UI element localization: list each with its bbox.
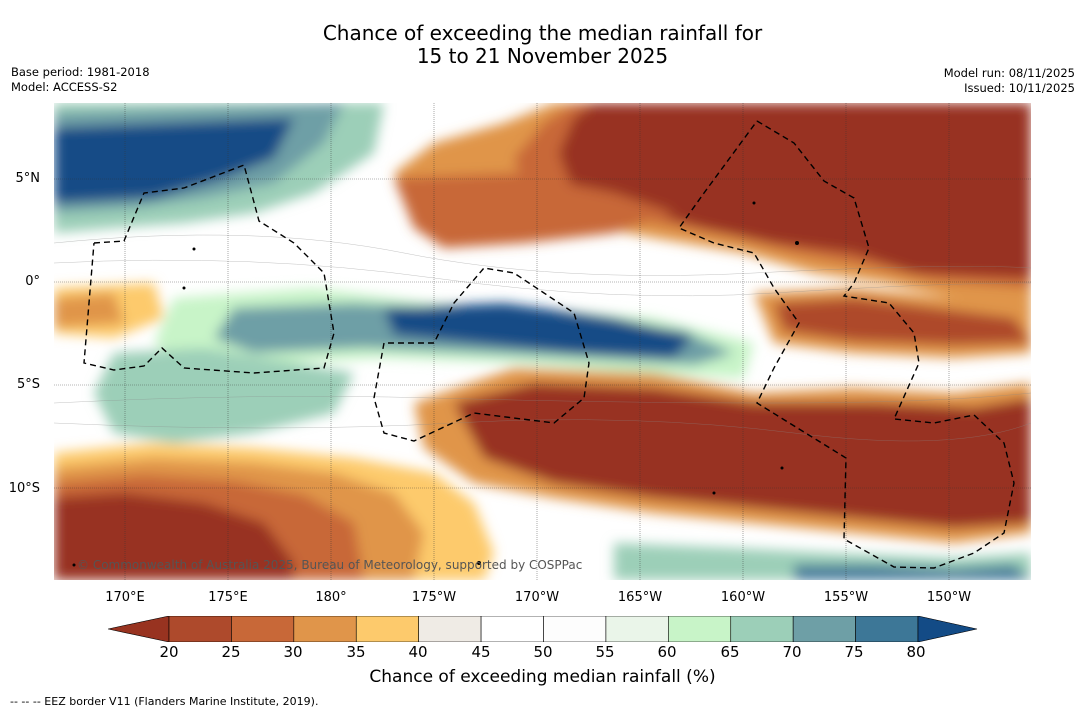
colorbar-cell bbox=[543, 616, 607, 642]
lat-label-0: 0° bbox=[25, 274, 40, 289]
colorbar-tick-65: 65 bbox=[720, 643, 740, 661]
colorbar-cells bbox=[168, 616, 919, 642]
colorbar-cell bbox=[668, 616, 732, 642]
eez-footnote: -- -- -- EEZ border V11 (Flanders Marine… bbox=[10, 695, 319, 708]
colorbar-high-extend bbox=[917, 616, 978, 642]
colorbar-tick-30: 30 bbox=[283, 643, 303, 661]
chart-title: Chance of exceeding the median rainfall … bbox=[0, 22, 1085, 68]
graticule bbox=[54, 103, 1031, 580]
colorbar-low-extend bbox=[108, 616, 170, 642]
lon-label-170w: 170°W bbox=[514, 590, 560, 605]
lon-label-180: 180° bbox=[315, 590, 347, 605]
lon-label-150w: 150°W bbox=[926, 590, 972, 605]
lon-label-155w: 155°W bbox=[823, 590, 869, 605]
colorbar-cell bbox=[855, 616, 919, 642]
title-line-2: 15 to 21 November 2025 bbox=[416, 44, 669, 68]
lat-label-10s: 10°S bbox=[8, 481, 40, 496]
lat-label-5n: 5°N bbox=[15, 171, 41, 186]
title-line-1: Chance of exceeding the median rainfall … bbox=[322, 21, 763, 45]
colorbar-tick-60: 60 bbox=[657, 643, 677, 661]
colorbar-cell bbox=[293, 616, 357, 642]
colorbar-tick-80: 80 bbox=[906, 643, 926, 661]
meta-left: Base period: 1981-2018 Model: ACCESS-S2 bbox=[11, 65, 150, 94]
colorbar-cell bbox=[418, 616, 482, 642]
lon-label-165w: 165°W bbox=[617, 590, 663, 605]
colorbar-cell bbox=[605, 616, 669, 642]
colorbar-cell bbox=[231, 616, 295, 642]
lon-label-170e: 170°E bbox=[105, 590, 145, 605]
colorbar-cell bbox=[168, 616, 232, 642]
colorbar-tick-20: 20 bbox=[159, 643, 179, 661]
colorbar-tick-25: 25 bbox=[221, 643, 241, 661]
colorbar-tick-40: 40 bbox=[408, 643, 428, 661]
contour-lines bbox=[54, 234, 1031, 442]
model-name: Model: ACCESS-S2 bbox=[11, 79, 118, 94]
base-period: Base period: 1981-2018 bbox=[11, 65, 150, 79]
rainfall-field bbox=[54, 103, 1031, 580]
meta-right: Model run: 08/11/2025 Issued: 10/11/2025 bbox=[944, 66, 1075, 95]
colorbar-cell bbox=[480, 616, 544, 642]
colorbar-cell bbox=[730, 616, 794, 642]
rainfall-map bbox=[54, 103, 1031, 580]
issued-date: Issued: 10/11/2025 bbox=[964, 80, 1075, 95]
colorbar bbox=[108, 616, 978, 642]
lon-label-160w: 160°W bbox=[720, 590, 766, 605]
island-specks bbox=[72, 201, 799, 567]
eez-borders bbox=[83, 120, 1015, 569]
colorbar-cell bbox=[355, 616, 419, 642]
colorbar-title: Chance of exceeding median rainfall (%) bbox=[369, 667, 716, 687]
colorbar-tick-55: 55 bbox=[595, 643, 615, 661]
model-run: Model run: 08/11/2025 bbox=[943, 66, 1075, 80]
colorbar-tick-75: 75 bbox=[844, 643, 864, 661]
lon-label-175w: 175°W bbox=[411, 590, 457, 605]
colorbar-tick-35: 35 bbox=[346, 643, 366, 661]
colorbar-tick-45: 45 bbox=[471, 643, 491, 661]
colorbar-cell bbox=[792, 616, 856, 642]
lat-label-5s: 5°S bbox=[16, 377, 40, 392]
copyright-notice: © Commonwealth of Australia 2025, Bureau… bbox=[77, 558, 583, 572]
colorbar-tick-50: 50 bbox=[533, 643, 553, 661]
lon-label-175e: 175°E bbox=[208, 590, 248, 605]
colorbar-tick-70: 70 bbox=[782, 643, 802, 661]
